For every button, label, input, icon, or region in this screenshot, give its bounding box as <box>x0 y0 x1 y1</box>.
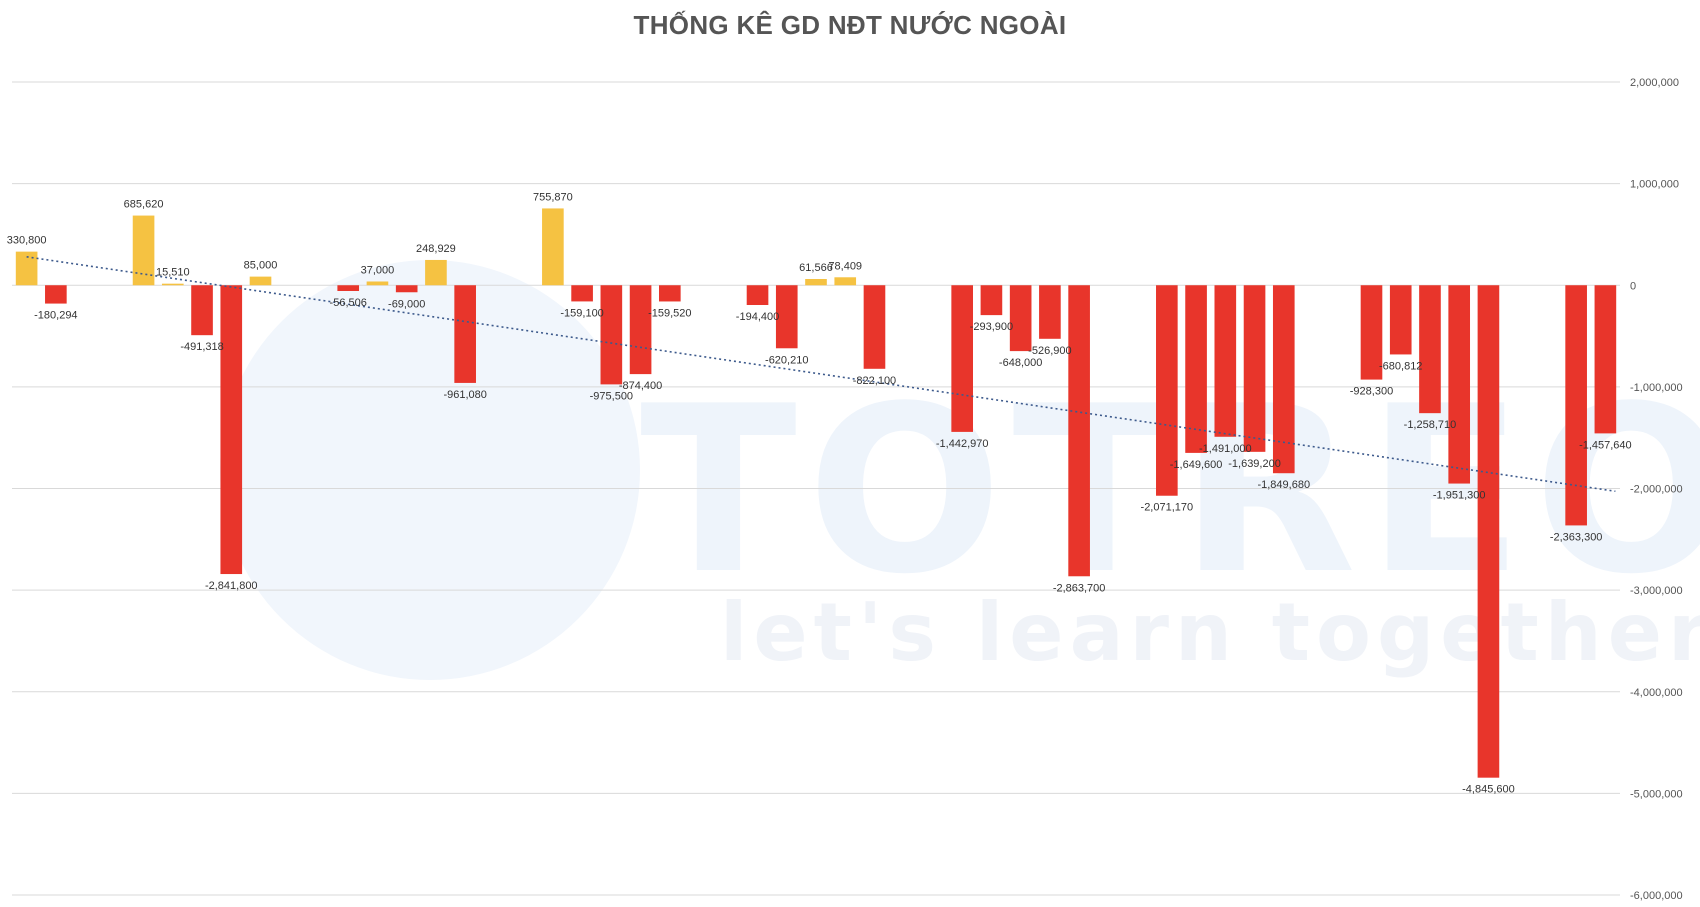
bar <box>220 285 243 575</box>
bar <box>775 285 798 349</box>
bar <box>980 285 1003 316</box>
bar <box>834 277 857 286</box>
bar <box>1389 285 1412 355</box>
bar <box>1214 285 1237 437</box>
data-label: -680,812 <box>1379 360 1422 372</box>
bar <box>454 285 476 383</box>
data-label: -1,442,970 <box>936 438 989 450</box>
bars <box>15 208 1617 778</box>
bar <box>1419 285 1441 414</box>
data-label: -2,841,800 <box>205 580 258 592</box>
bar <box>1594 285 1617 434</box>
bar <box>425 259 447 286</box>
bar <box>542 208 564 286</box>
data-label: -975,500 <box>590 390 633 402</box>
data-label: -56,506 <box>330 297 367 309</box>
data-label: 85,000 <box>244 260 278 272</box>
data-label: -491,318 <box>180 341 223 353</box>
bar <box>1068 285 1090 577</box>
bar <box>863 285 886 369</box>
data-label: 755,870 <box>533 191 573 203</box>
bar <box>395 285 418 293</box>
data-label: -180,294 <box>34 310 77 322</box>
y-tick-label: -4,000,000 <box>1630 687 1683 699</box>
bar <box>659 285 681 302</box>
bar <box>249 276 272 286</box>
data-label: -1,491,000 <box>1199 443 1252 455</box>
bar <box>805 278 827 286</box>
data-label: -2,363,300 <box>1550 531 1603 543</box>
bar <box>132 215 155 286</box>
bar <box>951 285 973 432</box>
data-label: -1,649,600 <box>1170 459 1223 471</box>
data-label: -1,639,200 <box>1228 458 1281 470</box>
data-label: -194,400 <box>736 311 779 323</box>
bar <box>571 285 593 302</box>
bar <box>45 285 67 304</box>
data-label: 61,566 <box>799 262 833 274</box>
bar <box>1009 285 1032 352</box>
data-label: -2,071,170 <box>1141 502 1194 514</box>
y-tick-label: -5,000,000 <box>1630 788 1683 800</box>
data-label: -1,849,680 <box>1257 479 1310 491</box>
y-tick-label: 1,000,000 <box>1630 179 1679 191</box>
data-label: 78,409 <box>828 260 862 272</box>
data-label: 15,510 <box>156 267 190 279</box>
y-tick-label: 2,000,000 <box>1630 77 1679 89</box>
y-tick-label: -3,000,000 <box>1630 585 1683 597</box>
y-axis: 2,000,000 1,000,000 0 -1,000,000 -2,000,000 -… <box>1630 77 1683 902</box>
data-label: -961,080 <box>443 389 486 401</box>
bar <box>366 281 389 286</box>
bar <box>1448 285 1471 484</box>
bar <box>337 285 360 291</box>
data-label: 37,000 <box>361 264 395 276</box>
data-label: -874,400 <box>619 380 662 392</box>
bar <box>629 285 652 375</box>
data-label: 685,620 <box>124 199 164 211</box>
watermark-slogan-text: let's learn together <box>720 586 1700 679</box>
data-label: -159,520 <box>648 307 691 319</box>
data-label: -648,000 <box>999 357 1042 369</box>
data-label: 248,929 <box>416 243 456 255</box>
y-tick-label: -6,000,000 <box>1630 890 1683 902</box>
bar <box>15 251 38 286</box>
y-tick-label: -1,000,000 <box>1630 382 1683 394</box>
bar <box>1477 285 1500 778</box>
data-label: -159,100 <box>560 307 603 319</box>
bar <box>1039 285 1061 339</box>
data-label: -526,900 <box>1028 345 1071 357</box>
bar <box>1185 285 1207 453</box>
data-label: -69,000 <box>388 298 425 310</box>
data-labels: 330,800 -180,294 685,620 15,510 -491,318 -2,8… <box>7 191 1632 795</box>
y-tick-label: 0 <box>1630 280 1636 292</box>
grid-lines <box>12 81 1620 896</box>
bar <box>600 285 623 385</box>
data-label: -1,951,300 <box>1433 490 1486 502</box>
bar <box>1156 285 1178 496</box>
data-label: -620,210 <box>765 354 808 366</box>
data-label: -4,845,600 <box>1462 784 1515 796</box>
bar <box>1360 285 1383 380</box>
y-tick-label: -2,000,000 <box>1630 484 1683 496</box>
chart-title: THỐNG KÊ GD NĐT NƯỚC NGOÀI <box>633 10 1067 40</box>
bar <box>1565 285 1587 526</box>
bar <box>161 283 184 286</box>
data-label: -928,300 <box>1350 386 1393 398</box>
data-label: -1,258,710 <box>1404 419 1457 431</box>
bar <box>1243 285 1266 452</box>
bar <box>191 285 213 336</box>
data-label: -1,457,640 <box>1579 439 1632 451</box>
watermark-circle-icon <box>220 260 640 680</box>
data-label: 330,800 <box>7 235 47 247</box>
data-label: -822,100 <box>853 375 896 387</box>
data-label: -2,863,700 <box>1053 582 1106 594</box>
data-label: -293,900 <box>970 321 1013 333</box>
bar <box>1272 285 1295 474</box>
bar <box>746 285 769 306</box>
